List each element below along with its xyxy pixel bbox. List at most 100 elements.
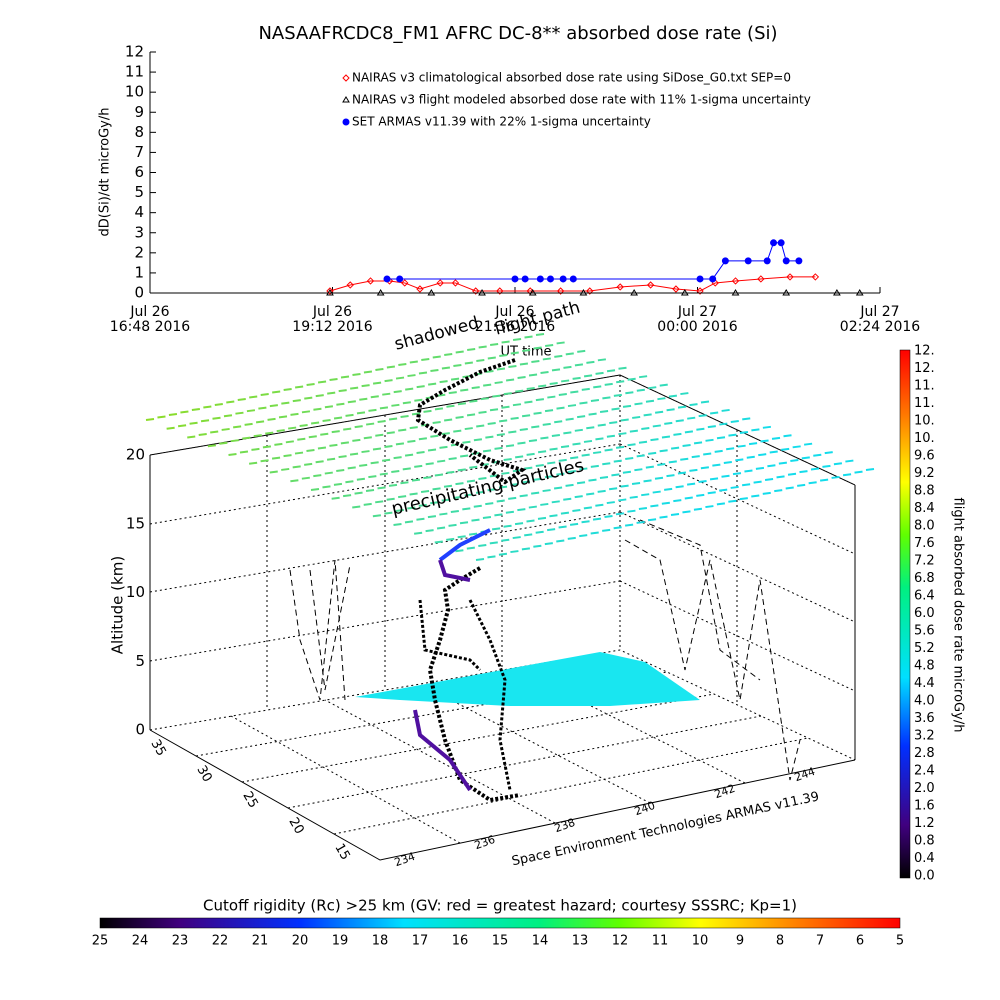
particle-dash bbox=[593, 385, 602, 389]
particle-dash bbox=[384, 444, 393, 448]
particle-dash bbox=[682, 510, 691, 514]
particle-dash bbox=[613, 393, 622, 397]
particle-dash bbox=[641, 493, 650, 497]
particle-dash bbox=[569, 522, 579, 526]
dose-tick-label: 11. bbox=[914, 379, 935, 394]
dose-tick-label: 8.0 bbox=[914, 519, 935, 534]
particle-dash bbox=[462, 375, 471, 379]
particle-dash bbox=[673, 432, 682, 436]
particle-dash bbox=[288, 426, 297, 430]
particle-dash bbox=[496, 499, 505, 503]
marker bbox=[763, 257, 771, 265]
particle-dash bbox=[251, 447, 260, 451]
particle-dash bbox=[475, 490, 485, 494]
rigidity-tick-label: 13 bbox=[572, 934, 589, 949]
particle-dash bbox=[437, 459, 446, 463]
particle-dash bbox=[473, 438, 483, 442]
particle-dash bbox=[446, 470, 455, 474]
particle-dash bbox=[700, 400, 710, 404]
particle-dash bbox=[409, 360, 418, 364]
particle-dash bbox=[742, 417, 751, 421]
particle-dash bbox=[356, 477, 366, 481]
particle-dash bbox=[657, 462, 666, 466]
particle-dash bbox=[448, 457, 457, 461]
particle-dash bbox=[531, 491, 540, 495]
particle-dash bbox=[771, 436, 781, 440]
particle-dash bbox=[625, 391, 634, 395]
particle-dash bbox=[675, 485, 684, 489]
particle-dash bbox=[544, 542, 553, 546]
particle-dash bbox=[813, 453, 822, 457]
particle-dash bbox=[661, 435, 671, 439]
particle-dash bbox=[611, 473, 620, 477]
particle-dash bbox=[666, 474, 675, 478]
particle-dash bbox=[629, 495, 638, 499]
rigidity-tick-label: 7 bbox=[816, 934, 824, 949]
rigidity-tick-label: 5 bbox=[896, 934, 904, 949]
particle-dash bbox=[538, 384, 547, 388]
particle-dash bbox=[361, 450, 370, 454]
particle-dash bbox=[716, 502, 726, 506]
particle-dash bbox=[384, 379, 393, 383]
particle-dash bbox=[542, 422, 551, 426]
particle-dash bbox=[276, 429, 285, 433]
particle-dash bbox=[441, 432, 450, 436]
particle-dash bbox=[769, 450, 778, 454]
particle-dash bbox=[269, 404, 278, 408]
particle-dash bbox=[464, 427, 473, 431]
particle-dash bbox=[636, 454, 645, 458]
particle-dash bbox=[432, 355, 441, 359]
particle-dash bbox=[363, 436, 372, 440]
particle-dash bbox=[503, 458, 512, 462]
marker bbox=[811, 273, 820, 281]
particle-dash bbox=[416, 451, 425, 455]
particle-dash bbox=[716, 436, 726, 440]
particle-dash bbox=[737, 444, 746, 448]
lon-tick-label: 242 bbox=[713, 782, 737, 801]
particle-dash bbox=[540, 370, 549, 374]
particle-dash bbox=[402, 467, 411, 471]
particle-dash bbox=[382, 392, 391, 396]
particle-dash bbox=[647, 518, 657, 522]
particle-dash bbox=[721, 474, 730, 478]
flight-path-colored bbox=[413, 528, 491, 792]
particle-dash bbox=[249, 461, 258, 465]
dose-tick-label: 3.2 bbox=[914, 729, 935, 744]
particle-dash bbox=[677, 471, 687, 475]
particle-dash bbox=[191, 408, 201, 411]
particle-dash bbox=[574, 495, 583, 499]
marker bbox=[795, 257, 803, 265]
particle-dash bbox=[434, 473, 443, 477]
marker bbox=[731, 289, 740, 296]
particle-dash bbox=[615, 445, 625, 449]
particle-dash bbox=[553, 486, 563, 490]
particle-dash bbox=[783, 434, 792, 438]
particle-dash bbox=[478, 476, 487, 480]
dose-tick-label: 9.6 bbox=[914, 449, 935, 464]
dose-tick-label: 0.0 bbox=[914, 869, 935, 884]
particle-dash bbox=[354, 491, 363, 495]
particle-dash bbox=[680, 392, 689, 396]
particle-dash bbox=[650, 504, 659, 508]
particle-dash bbox=[680, 457, 689, 461]
particle-dash bbox=[350, 386, 359, 390]
particle-dash bbox=[368, 475, 377, 479]
particle-dash bbox=[762, 491, 771, 495]
particle-dash bbox=[414, 531, 423, 535]
particle-dash bbox=[755, 466, 765, 470]
particle-dash bbox=[597, 423, 606, 427]
particle-dash bbox=[606, 434, 616, 438]
particle-dash bbox=[540, 436, 549, 440]
marker bbox=[757, 275, 765, 283]
particle-dash bbox=[831, 475, 840, 479]
particle-dash bbox=[620, 418, 629, 422]
marker bbox=[646, 281, 655, 289]
particle-dash bbox=[684, 430, 694, 434]
particle-dash bbox=[393, 390, 402, 394]
particle-dash bbox=[510, 550, 519, 554]
particle-dash bbox=[595, 503, 604, 507]
particle-dash bbox=[627, 443, 636, 447]
particle-dash bbox=[657, 397, 666, 401]
particle-dash bbox=[444, 353, 453, 356]
marker bbox=[511, 275, 519, 283]
